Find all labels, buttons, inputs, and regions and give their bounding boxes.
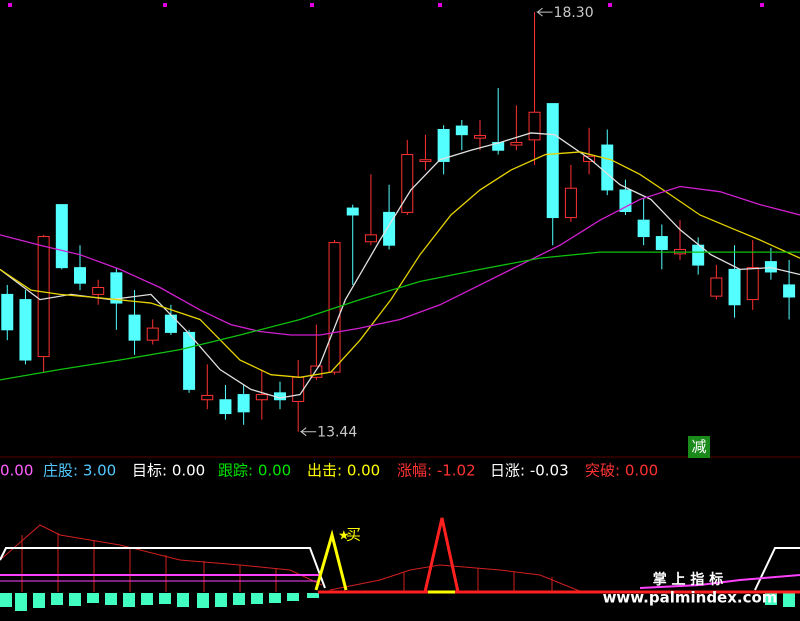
- candle-body: [110, 272, 123, 304]
- indicator-value: 跟踪: 0.00: [218, 462, 291, 480]
- candle-body: [728, 268, 741, 306]
- indicator-value: 日涨: -0.03: [490, 462, 569, 480]
- candle-body: [19, 299, 32, 361]
- candle-body: [655, 236, 668, 251]
- price-panel: 18.30 13.44: [0, 5, 800, 441]
- candle-body: [437, 129, 450, 162]
- candle-body: [510, 141, 523, 146]
- candle-body: [383, 211, 396, 246]
- lower-panel: ★ 买: [0, 517, 800, 611]
- candle-body: [201, 394, 214, 401]
- indicator-value: 涨幅: -1.02: [397, 462, 476, 480]
- candle-body: [401, 154, 414, 213]
- indicator-value: 庄股: 3.00: [43, 462, 116, 480]
- candle-body: [601, 144, 614, 191]
- candle-body: [474, 135, 486, 139]
- candle-body: [146, 327, 159, 341]
- indicator-value: 出击: 0.00: [307, 462, 380, 480]
- candle-body: [74, 267, 86, 284]
- top-markers: [8, 3, 764, 7]
- candle-body: [546, 103, 559, 219]
- candle-body: [564, 187, 577, 219]
- moving-average-line: [0, 151, 800, 378]
- candle-body: [710, 277, 723, 297]
- candle-body: [237, 394, 250, 413]
- candle-body: [764, 261, 777, 273]
- candle-body: [783, 284, 796, 298]
- candle-body: [746, 267, 759, 301]
- candle-body: [37, 236, 50, 358]
- indicator-row: 0.00 庄股: 3.00 目标: 0.00 跟踪: 0.00 出击: 0.00 涨幅: …: [0, 462, 658, 480]
- watermark-title: 掌 上 指 标: [653, 571, 724, 588]
- candle-body: [55, 204, 68, 269]
- annotation-label: 18.30: [554, 5, 594, 21]
- candle-body: [364, 234, 377, 243]
- annotation-arrow: [299, 427, 317, 437]
- annotation-arrow: [536, 7, 553, 17]
- candle-body: [637, 219, 650, 238]
- candle-body: [455, 125, 468, 136]
- annotation-label: 13.44: [317, 425, 357, 441]
- candle-body: [292, 376, 305, 402]
- watermark-url: www.palmindex.com: [603, 589, 778, 607]
- candle-body: [619, 189, 632, 213]
- candle-body: [346, 207, 359, 216]
- indicator-value: 0.00: [0, 462, 33, 480]
- candle-body: [164, 314, 177, 333]
- candle-body: [219, 399, 232, 415]
- candle-body: [419, 159, 432, 162]
- moving-average-line: [0, 185, 800, 336]
- indicator-value: 突破: 0.00: [585, 462, 658, 480]
- signal-text: 减: [691, 438, 706, 456]
- indicator-value: 目标: 0.00: [132, 462, 205, 480]
- candle-body: [183, 331, 196, 390]
- signal-box: [688, 436, 710, 458]
- candle-body: [1, 293, 14, 331]
- svg-text:★: ★: [338, 529, 350, 544]
- candle-body: [128, 314, 141, 341]
- candle-body: [92, 287, 105, 295]
- candle-body: [528, 111, 541, 141]
- moving-average-line: [0, 251, 800, 381]
- candle-body: [255, 394, 268, 401]
- candle-body: [310, 365, 323, 378]
- buy-label: 买: [346, 526, 361, 544]
